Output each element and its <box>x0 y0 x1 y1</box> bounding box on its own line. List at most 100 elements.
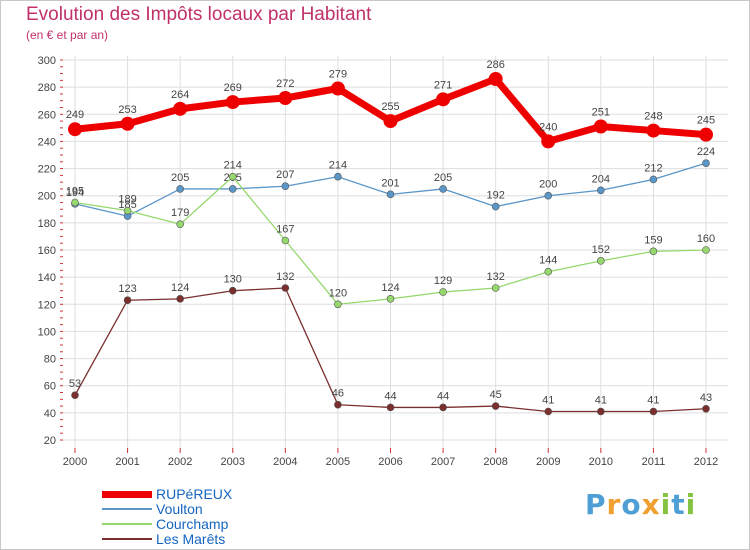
y-tick-label-120: 120 <box>38 299 56 311</box>
data-label-voulton-2002: 205 <box>171 172 189 184</box>
data-label-voulton-2010: 204 <box>592 173 610 185</box>
data-point-les-mar-ts-2006 <box>386 403 395 412</box>
x-tick-label-2007: 2007 <box>431 456 455 468</box>
data-point-rup-reux-2005 <box>330 81 345 96</box>
data-point-voulton-2008 <box>491 202 500 211</box>
data-point-les-mar-ts-2001 <box>123 296 132 305</box>
data-point-les-mar-ts-2005 <box>334 400 342 409</box>
y-tick-label-160: 160 <box>38 245 56 257</box>
data-label-voulton-2009: 200 <box>539 179 557 191</box>
data-point-courchamp-2007 <box>439 288 447 296</box>
x-tick-label-2004: 2004 <box>273 456 297 468</box>
data-label-courchamp-2009: 144 <box>539 255 557 267</box>
data-point-courchamp-2002 <box>176 220 184 229</box>
data-point-voulton-2005 <box>334 172 342 181</box>
x-tick-label-2001: 2001 <box>115 456 139 468</box>
data-label-voulton-2011: 212 <box>644 162 662 174</box>
data-point-courchamp-2009 <box>544 267 553 276</box>
data-point-courchamp-2000 <box>71 198 79 207</box>
legend-label-les-mar-ts: Les Marêts <box>156 531 226 547</box>
y-tick-label-300: 300 <box>38 55 56 67</box>
chart-title: Evolution des Impôts locaux par Habitant <box>26 4 372 25</box>
x-tick-label-2009: 2009 <box>536 456 560 468</box>
data-label-rup-reux-2004: 272 <box>276 78 294 90</box>
legend-label-voulton: Voulton <box>156 501 203 517</box>
data-label-les-mar-ts-2003: 130 <box>224 274 242 286</box>
data-point-les-mar-ts-2009 <box>544 407 553 416</box>
data-label-les-mar-ts-2002: 124 <box>171 282 189 294</box>
data-label-courchamp-2012: 160 <box>697 233 715 245</box>
data-point-rup-reux-2010 <box>593 119 608 134</box>
data-point-courchamp-2012 <box>702 246 710 254</box>
data-label-rup-reux-2000: 249 <box>66 109 84 121</box>
data-point-les-mar-ts-2012 <box>702 404 710 413</box>
data-point-voulton-2007 <box>439 185 447 193</box>
data-point-rup-reux-2002 <box>173 101 188 116</box>
data-point-voulton-2004 <box>281 182 290 191</box>
y-tick-label-100: 100 <box>38 326 56 338</box>
data-point-voulton-2009 <box>544 191 553 200</box>
data-point-rup-reux-2000 <box>68 122 82 137</box>
data-label-courchamp-2007: 129 <box>434 275 452 287</box>
data-point-les-mar-ts-2004 <box>281 284 290 292</box>
data-point-voulton-2003 <box>228 185 237 193</box>
data-point-rup-reux-2008 <box>488 72 503 86</box>
x-tick-label-2006: 2006 <box>378 456 402 468</box>
data-label-les-mar-ts-2009: 41 <box>542 395 554 407</box>
data-point-rup-reux-2006 <box>383 114 398 129</box>
data-label-voulton-2012: 224 <box>697 146 715 158</box>
data-label-courchamp-2001: 189 <box>118 194 136 206</box>
data-label-voulton-2005: 214 <box>329 160 347 172</box>
data-point-les-mar-ts-2008 <box>491 402 500 410</box>
y-tick-label-280: 280 <box>38 82 56 94</box>
data-label-courchamp-2004: 167 <box>276 224 294 236</box>
data-point-rup-reux-2009 <box>541 134 556 149</box>
data-point-voulton-2010 <box>597 186 605 195</box>
x-tick-label-2010: 2010 <box>589 456 613 468</box>
data-point-les-mar-ts-2010 <box>597 407 605 416</box>
x-tick-label-2002: 2002 <box>168 456 192 468</box>
data-point-courchamp-2003 <box>228 172 237 181</box>
x-tick-label-2012: 2012 <box>694 456 718 468</box>
legend-label-rup-reux: RUPéREUX <box>156 486 233 502</box>
data-label-voulton-2007: 205 <box>434 172 452 184</box>
data-label-les-mar-ts-2007: 44 <box>437 390 449 402</box>
y-tick-label-140: 140 <box>38 272 56 284</box>
data-label-courchamp-2006: 124 <box>381 282 399 294</box>
chart-subtitle: (en € et par an) <box>26 28 109 42</box>
legend-swatch-courchamp <box>102 523 152 525</box>
data-point-voulton-2011 <box>649 175 658 184</box>
data-point-les-mar-ts-2007 <box>439 403 447 412</box>
y-tick-label-200: 200 <box>38 191 56 203</box>
data-label-courchamp-2002: 179 <box>171 207 189 219</box>
y-tick-label-240: 240 <box>38 136 56 148</box>
data-label-courchamp-2000: 195 <box>66 186 84 198</box>
y-tick-label-260: 260 <box>38 109 56 121</box>
data-label-les-mar-ts-2006: 44 <box>384 390 396 402</box>
y-tick-label-40: 40 <box>44 408 56 420</box>
data-point-rup-reux-2012 <box>699 127 713 142</box>
data-point-les-mar-ts-2002 <box>176 295 184 303</box>
data-point-courchamp-2010 <box>597 257 605 265</box>
y-tick-label-220: 220 <box>38 164 56 176</box>
data-label-rup-reux-2003: 269 <box>224 82 242 94</box>
data-point-rup-reux-2003 <box>225 95 240 110</box>
data-label-rup-reux-2008: 286 <box>486 59 504 71</box>
data-point-rup-reux-2011 <box>646 123 661 138</box>
x-tick-label-2008: 2008 <box>483 456 507 468</box>
data-label-voulton-2001: 185 <box>118 199 136 211</box>
data-label-rup-reux-2005: 279 <box>329 69 347 81</box>
data-label-les-mar-ts-2004: 132 <box>276 271 294 283</box>
data-point-courchamp-2008 <box>491 284 500 292</box>
data-point-rup-reux-2004 <box>278 91 293 105</box>
data-label-voulton-2000: 194 <box>66 187 84 199</box>
data-label-les-mar-ts-2010: 41 <box>595 395 607 407</box>
data-label-courchamp-2003: 214 <box>224 160 242 172</box>
data-label-les-mar-ts-2008: 45 <box>490 389 502 401</box>
x-tick-label-2000: 2000 <box>63 456 87 468</box>
data-point-les-mar-ts-2003 <box>228 286 237 295</box>
data-label-voulton-2008: 192 <box>486 190 504 202</box>
data-label-courchamp-2011: 159 <box>644 234 662 246</box>
